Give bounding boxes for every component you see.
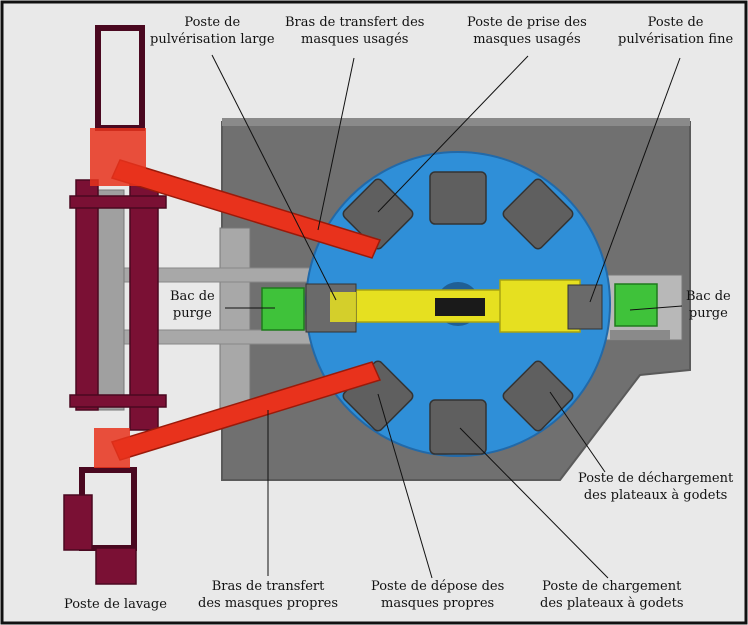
label-purge-left: Bac de purge — [170, 289, 215, 321]
right-purge-base — [610, 330, 670, 340]
rack-crossbar-2 — [69, 394, 167, 408]
arm-clean-mount — [94, 428, 130, 468]
tray-top-right — [502, 178, 574, 250]
label-arm-used: Bras de transfert des masques usagés — [285, 15, 425, 47]
tray-bottom-right — [502, 360, 574, 432]
rack-column-right — [129, 179, 159, 431]
label-arm-clean: Bras de transfert des masques propres — [198, 579, 339, 611]
platform-edge-top — [222, 118, 690, 126]
label-spray-wide: Poste de pulvérisation large — [150, 15, 275, 47]
tray-stations — [342, 171, 574, 455]
label-drop-clean: Poste de dépose des masques propres — [371, 579, 505, 611]
left-support-frame — [219, 227, 251, 409]
support-post — [97, 189, 125, 411]
purge-tank-right — [614, 283, 658, 327]
rail-center-block — [435, 298, 485, 316]
fine-spray-head — [567, 284, 603, 330]
washing-rack — [63, 25, 167, 585]
label-wash: Poste de lavage — [64, 597, 167, 612]
leader-lines — [211, 54, 683, 579]
rack-crossbar-1 — [69, 195, 167, 209]
rack-column-left — [75, 179, 99, 411]
yellow-carriage — [499, 279, 581, 333]
tray-top-left — [342, 178, 414, 250]
arm-used-mount — [90, 128, 146, 186]
label-spray-fine: Poste de pulvérisation fine — [618, 15, 734, 47]
label-purge-right: Bac de purge — [686, 289, 731, 321]
purge-tank-left — [261, 287, 305, 331]
label-unload-trays: Poste de déchargement des plateaux à god… — [578, 471, 734, 503]
rack-foot — [95, 547, 137, 585]
label-load-trays: Poste de chargement des plateaux à godet… — [540, 579, 684, 611]
rack-side-left — [63, 494, 93, 551]
tray-top — [429, 171, 487, 225]
label-pick-used: Poste de prise des masques usagés — [467, 15, 587, 47]
